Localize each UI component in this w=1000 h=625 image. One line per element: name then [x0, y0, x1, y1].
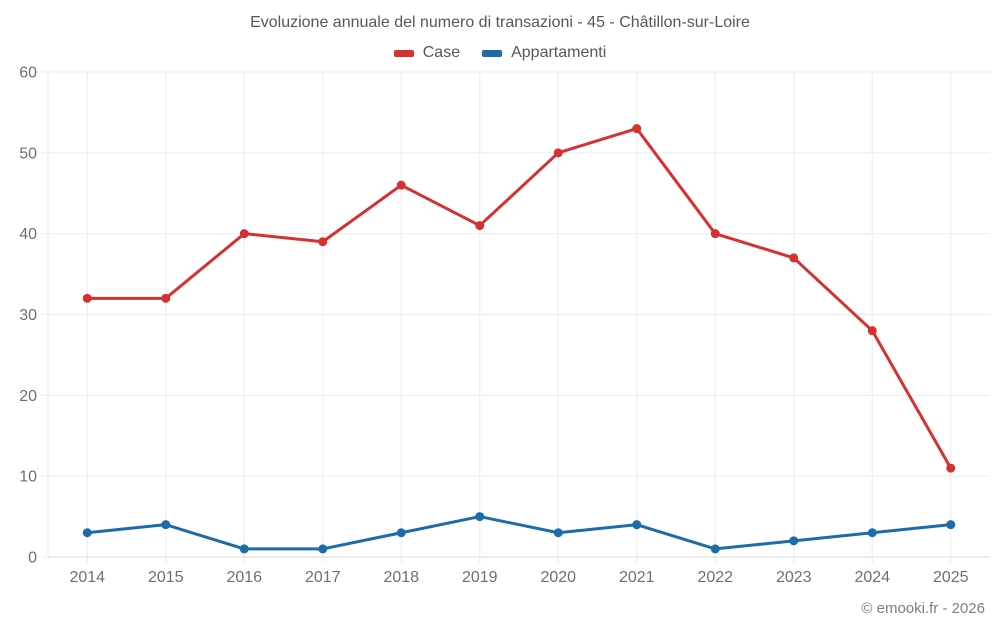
appartamenti-data-point[interactable] — [161, 520, 171, 530]
appartamenti-color-swatch-icon — [482, 49, 503, 57]
y-tick-label: 0 — [28, 550, 37, 567]
case-data-point[interactable] — [632, 124, 642, 134]
y-tick-label: 20 — [19, 388, 37, 405]
appartamenti-data-point[interactable] — [475, 512, 485, 522]
case-data-point[interactable] — [318, 237, 328, 247]
x-tick-label: 2015 — [148, 569, 184, 586]
case-data-point[interactable] — [396, 180, 406, 190]
legend-item-appartamenti[interactable]: Appartamenti — [482, 44, 606, 62]
case-line — [85, 127, 953, 470]
y-tick-label: 50 — [19, 145, 37, 162]
appartamenti-data-point[interactable] — [553, 528, 563, 538]
appartamenti-data-point[interactable] — [789, 536, 799, 546]
case-data-point[interactable] — [475, 221, 485, 231]
y-tick-label: 60 — [19, 65, 37, 82]
x-tick-label: 2017 — [305, 569, 341, 586]
legend-label-case: Case — [422, 44, 461, 61]
x-tick-label: 2019 — [462, 569, 498, 586]
case-data-point[interactable] — [789, 253, 799, 263]
y-tick-label: 30 — [19, 307, 37, 324]
x-tick-label: 2014 — [69, 569, 105, 586]
appartamenti-data-point[interactable] — [710, 544, 720, 554]
appartamenti-data-point[interactable] — [239, 544, 249, 554]
case-data-point[interactable] — [161, 293, 171, 303]
appartamenti-line — [85, 515, 953, 551]
y-tick-label: 10 — [19, 469, 37, 486]
x-tick-label: 2020 — [540, 569, 576, 586]
case-data-point[interactable] — [867, 326, 877, 336]
y-tick-label: 40 — [19, 226, 37, 243]
x-tick-label: 2022 — [697, 569, 733, 586]
x-tick-label: 2024 — [854, 569, 890, 586]
chart-title: Evoluzione annuale del numero di transaz… — [250, 14, 750, 31]
x-tick-label: 2016 — [226, 569, 262, 586]
appartamenti-data-point[interactable] — [396, 528, 406, 538]
appartamenti-data-point[interactable] — [867, 528, 877, 538]
case-data-point[interactable] — [553, 148, 563, 158]
legend-label-appartamenti: Appartamenti — [511, 44, 607, 61]
x-tick-label: 2018 — [383, 569, 419, 586]
case-data-point[interactable] — [710, 229, 720, 239]
case-color-swatch-icon — [393, 49, 414, 57]
case-data-point[interactable] — [946, 463, 956, 473]
legend: Case Appartamenti — [0, 44, 1000, 62]
case-data-point[interactable] — [239, 229, 249, 239]
appartamenti-data-point[interactable] — [632, 520, 642, 530]
copyright-credit: © emooki.fr - 2026 — [861, 600, 985, 617]
appartamenti-data-point[interactable] — [318, 544, 328, 554]
x-tick-label: 2021 — [619, 569, 655, 586]
appartamenti-data-point[interactable] — [82, 528, 92, 538]
appartamenti-data-point[interactable] — [946, 520, 956, 530]
case-data-point[interactable] — [82, 293, 92, 303]
x-tick-label: 2023 — [776, 569, 812, 586]
x-tick-label: 2025 — [933, 569, 969, 586]
legend-item-case[interactable]: Case — [393, 44, 461, 62]
